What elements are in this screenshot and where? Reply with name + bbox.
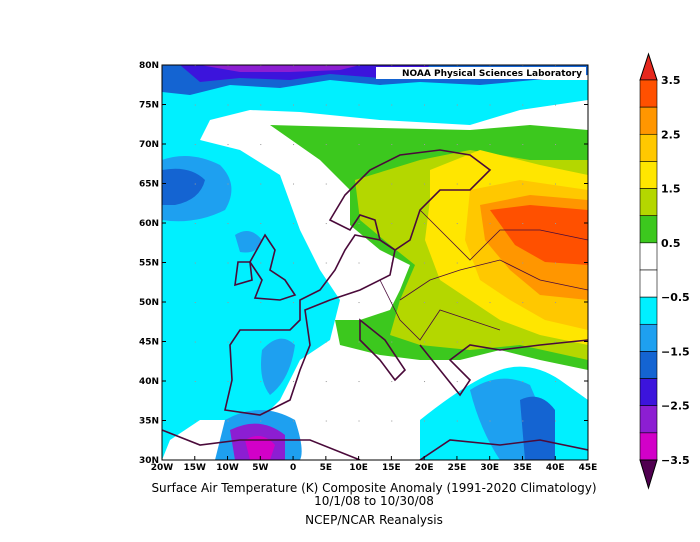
colorbar-top [639,52,658,81]
lat-label: 60N [139,219,159,229]
colorbar-cell [639,161,658,189]
lon-label: 5W [252,463,268,473]
lat-label: 30N [139,456,159,466]
lon-label: 15E [382,463,401,473]
lon-label: 25E [448,463,467,473]
colorbar-bottom [639,459,658,490]
lat-label: 65N [139,180,159,190]
data-source: NCEP/NCAR Reanalysis [305,513,443,527]
lon-label: 30E [480,463,499,473]
colorbar-cell [639,378,658,407]
date-range: 10/1/08 to 10/30/08 [314,494,434,508]
colorbar-cell [639,323,658,352]
colorbar-cell [639,351,658,379]
lat-label: 75N [139,101,159,111]
lon-label: 0 [290,463,296,473]
colorbar-label: 2.5 [661,128,681,141]
colorbar-cell [639,269,658,298]
lon-label: 20W [151,463,174,473]
colorbar-cell [639,133,658,162]
colorbar-label: −3.5 [661,454,690,467]
lat-label: 80N [139,61,159,71]
lon-label: 5E [320,463,332,473]
lon-label: 45E [579,463,598,473]
colorbar-cell [639,106,658,135]
lab-box [376,67,586,79]
anomaly-field [162,65,588,460]
colorbar-cell [639,215,658,244]
colorbar-label: −1.5 [661,345,690,358]
lat-label: 45N [139,338,159,348]
colorbar-cell [639,405,658,434]
lat-label: 55N [139,259,159,269]
colorbar-cell [639,296,658,325]
lat-label: 35N [139,417,159,427]
colorbar-cell [639,432,658,461]
colorbar-label: −2.5 [661,400,690,413]
colorbar-cell [639,79,658,108]
colorbar-label: 1.5 [661,183,681,196]
lon-label: 35E [513,463,532,473]
colorbar-label: 3.5 [661,74,681,87]
lat-label: 50N [139,298,159,308]
lon-label: 10W [216,463,239,473]
colorbar-cell [639,188,658,217]
lon-label: 20E [415,463,434,473]
lab-label: NOAA Physical Sciences Laboratory [402,69,582,79]
lon-label: 40E [546,463,565,473]
colorbar-label: −0.5 [661,291,690,304]
colorbar-cell [639,242,658,271]
lon-label: 10E [349,463,368,473]
colorbar-label: 0.5 [661,237,681,250]
lat-label: 70N [139,140,159,150]
lat-label: 40N [139,377,159,387]
lon-label: 15W [184,463,207,473]
map-title: Surface Air Temperature (K) Composite An… [151,481,596,495]
